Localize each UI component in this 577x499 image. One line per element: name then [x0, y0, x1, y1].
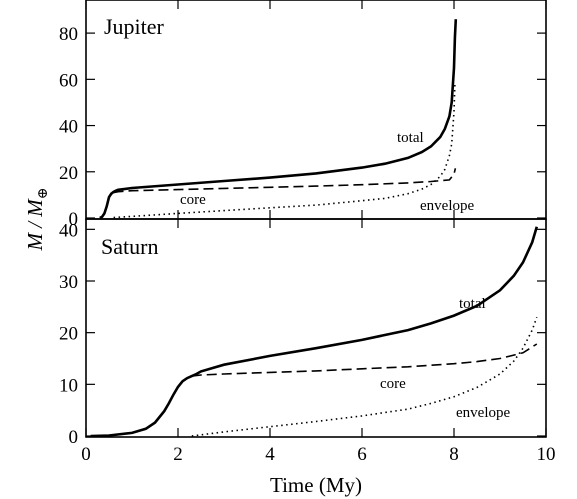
jupiter-y-tick-label: 40 — [59, 117, 78, 138]
saturn-x-ticks — [85, 219, 547, 437]
x-tick-label: 6 — [357, 444, 367, 465]
x-tick-label: 2 — [173, 444, 183, 465]
x-tick-label: 4 — [265, 444, 275, 465]
jupiter-y-tick-label: 0 — [69, 209, 79, 230]
x-tick-labels: 0 2 4 6 8 10 — [81, 444, 555, 465]
x-tick-label: 10 — [537, 444, 556, 465]
y-axis-title: M / M⊕ — [23, 187, 51, 251]
x-axis-title: Time (My) — [270, 473, 362, 497]
jupiter-series-core — [113, 168, 457, 194]
saturn-panel-title: Saturn — [101, 234, 158, 259]
y-axis-title-main: M / M — [23, 198, 47, 252]
jupiter-series-envelope — [113, 83, 456, 219]
saturn-label-total: total — [459, 296, 486, 312]
jupiter-label-core: core — [180, 192, 206, 208]
saturn-y-tick-label: 30 — [59, 272, 78, 293]
jupiter-y-tick-label: 20 — [59, 163, 78, 184]
jupiter-panel: 0 20 40 60 80 Jupiter total core envelope — [59, 0, 547, 230]
saturn-label-envelope: envelope — [456, 405, 510, 421]
jupiter-panel-title: Jupiter — [104, 14, 165, 39]
saturn-y-tick-label: 40 — [59, 220, 78, 241]
y-axis-title-sub: ⊕ — [36, 187, 51, 199]
saturn-plot-frame — [85, 218, 547, 438]
jupiter-series-lines — [99, 19, 458, 220]
saturn-y-tick-label: 0 — [69, 427, 79, 448]
saturn-panel: 0 10 20 30 40 Saturn total core envelope — [59, 218, 547, 448]
saturn-series-total — [90, 226, 539, 438]
jupiter-x-ticks — [85, 0, 547, 219]
jupiter-y-tick-label: 60 — [59, 70, 78, 91]
saturn-y-ticks: 0 10 20 30 40 — [59, 220, 546, 448]
saturn-label-core: core — [380, 376, 406, 392]
saturn-y-tick-label: 10 — [59, 375, 78, 396]
jupiter-label-total: total — [397, 130, 424, 146]
saturn-series-envelope — [191, 316, 538, 437]
jupiter-series-total — [99, 19, 458, 220]
saturn-series-lines — [90, 226, 539, 438]
jupiter-label-envelope: envelope — [420, 198, 474, 214]
jupiter-y-tick-label: 80 — [59, 24, 78, 45]
jupiter-y-ticks: 0 20 40 60 80 — [59, 24, 546, 230]
saturn-y-tick-label: 20 — [59, 324, 78, 345]
x-tick-label: 0 — [81, 444, 91, 465]
x-tick-label: 8 — [449, 444, 459, 465]
